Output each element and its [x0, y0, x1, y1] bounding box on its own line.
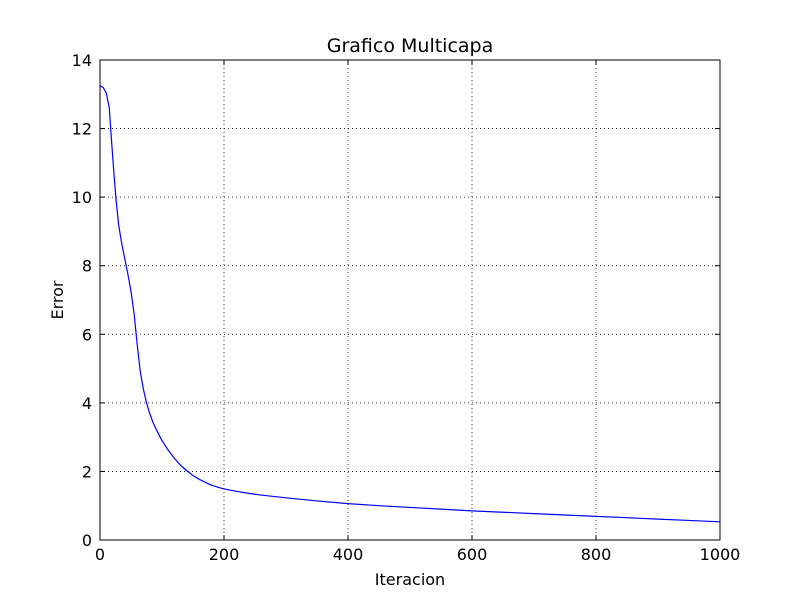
ticks-layer: 0 200 400 600 800 1000 0 2 4 6 8 10 12 14 [72, 51, 741, 564]
x-tick-label: 1000 [700, 545, 741, 564]
x-axis-label: Iteracion [375, 570, 445, 589]
x-tick-label: 800 [581, 545, 612, 564]
y-tick-label: 6 [82, 325, 92, 344]
y-tick-label: 12 [72, 120, 92, 139]
y-tick-label: 2 [82, 462, 92, 481]
y-tick-label: 0 [82, 531, 92, 550]
y-axis-label: Error [48, 280, 67, 319]
series-line [99, 85, 721, 523]
y-tick-label: 14 [72, 51, 92, 70]
plot-frame [99, 59, 721, 541]
x-tick-label: 600 [457, 545, 488, 564]
chart-title: Grafico Multicapa [327, 35, 494, 57]
grid-lines [100, 60, 720, 540]
x-tick-label: 0 [95, 545, 105, 564]
y-tick-label: 10 [72, 188, 92, 207]
y-tick-label: 8 [82, 257, 92, 276]
x-tick-label: 400 [333, 545, 364, 564]
x-tick-label: 200 [209, 545, 240, 564]
series-layer [99, 85, 721, 523]
y-tick-label: 4 [82, 394, 92, 413]
